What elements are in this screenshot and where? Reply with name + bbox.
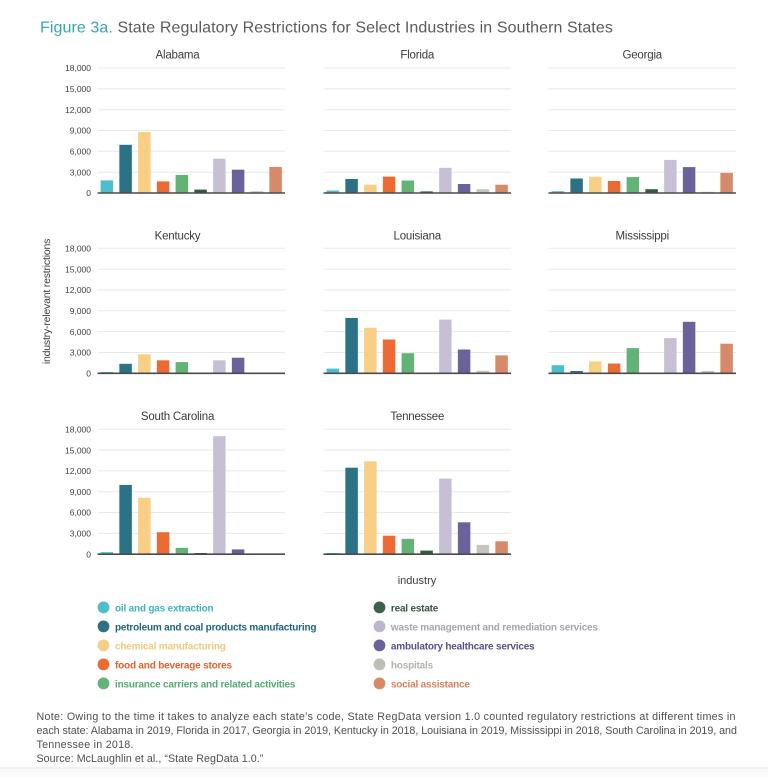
svg-text:each state: Alabama in 2019, F: each state: Alabama in 2019, Florida in … [37, 725, 737, 737]
svg-text:12,000: 12,000 [65, 285, 91, 295]
svg-text:6,000: 6,000 [70, 508, 92, 518]
svg-text:Mississippi: Mississippi [616, 230, 669, 242]
svg-text:9,000: 9,000 [70, 487, 92, 497]
svg-text:Figure 3a. State Regulatory Re: Figure 3a. State Regulatory Restrictions… [40, 19, 613, 36]
svg-text:15,000: 15,000 [65, 264, 91, 274]
svg-text:industry: industry [398, 575, 437, 587]
svg-text:Tennessee in 2018.: Tennessee in 2018. [37, 739, 134, 751]
svg-text:Source: McLaughlin et al., “St: Source: McLaughlin et al., “State RegDat… [37, 753, 264, 765]
svg-text:Note: Owing to the time it tak: Note: Owing to the time it takes to anal… [37, 711, 736, 723]
svg-text:hospitals: hospitals [391, 661, 434, 672]
svg-text:Alabama: Alabama [156, 49, 201, 61]
svg-text:15,000: 15,000 [65, 445, 91, 455]
svg-text:18,000: 18,000 [65, 424, 91, 434]
svg-text:3,000: 3,000 [70, 529, 92, 539]
svg-text:9,000: 9,000 [70, 126, 92, 136]
svg-text:6,000: 6,000 [70, 147, 92, 157]
svg-text:3,000: 3,000 [70, 348, 92, 358]
svg-text:Georgia: Georgia [622, 49, 662, 61]
svg-text:Kentucky: Kentucky [155, 230, 201, 242]
svg-text:12,000: 12,000 [65, 105, 91, 115]
svg-text:Florida: Florida [400, 49, 435, 61]
svg-text:6,000: 6,000 [70, 327, 92, 337]
svg-text:insurance carriers and related: insurance carriers and related activitie… [115, 680, 296, 691]
svg-text:3,000: 3,000 [70, 167, 92, 177]
svg-text:0: 0 [86, 549, 91, 559]
svg-text:0: 0 [86, 188, 91, 198]
svg-text:ambulatory healthcare services: ambulatory healthcare services [391, 642, 535, 653]
svg-text:18,000: 18,000 [65, 63, 91, 73]
svg-text:industry-relevant restrictions: industry-relevant restrictions [41, 239, 53, 364]
svg-text:petroleum and coal products ma: petroleum and coal products manufacturin… [115, 623, 316, 634]
svg-text:chemical manufacturing: chemical manufacturing [115, 642, 226, 653]
svg-text:oil and gas extraction: oil and gas extraction [115, 604, 213, 615]
svg-text:18,000: 18,000 [65, 244, 91, 254]
svg-text:social assistance: social assistance [391, 680, 471, 691]
svg-text:12,000: 12,000 [65, 466, 91, 476]
svg-text:South Carolina: South Carolina [141, 411, 215, 423]
svg-text:9,000: 9,000 [70, 306, 92, 316]
svg-text:real estate: real estate [391, 604, 439, 615]
svg-text:Louisiana: Louisiana [394, 230, 442, 242]
svg-text:food and beverage stores: food and beverage stores [115, 661, 233, 672]
svg-text:waste management and remediati: waste management and remediation service… [390, 623, 599, 634]
svg-text:0: 0 [86, 369, 91, 379]
svg-text:Tennessee: Tennessee [390, 411, 444, 423]
svg-text:15,000: 15,000 [65, 84, 91, 94]
